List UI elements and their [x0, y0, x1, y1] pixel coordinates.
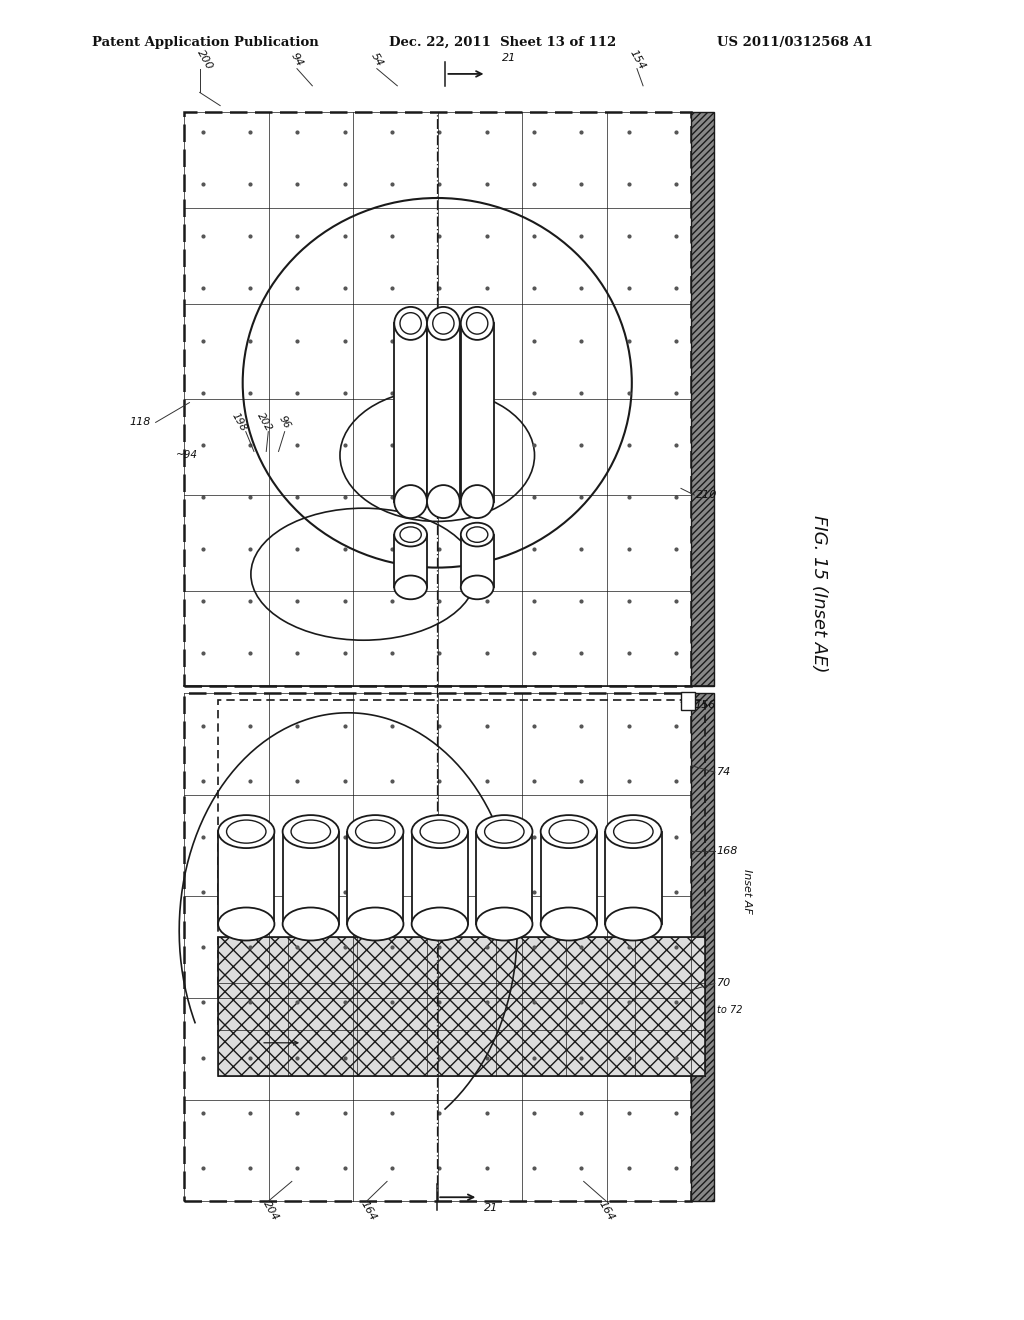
Ellipse shape [476, 908, 532, 940]
Text: 156: 156 [694, 700, 716, 710]
Ellipse shape [291, 820, 331, 843]
Ellipse shape [412, 814, 468, 849]
Bar [412, 832, 468, 924]
Bar [427, 323, 460, 502]
Ellipse shape [605, 908, 662, 940]
Ellipse shape [412, 908, 468, 940]
Bar [184, 112, 691, 686]
Bar [347, 832, 403, 924]
Ellipse shape [394, 486, 427, 519]
Ellipse shape [467, 313, 487, 334]
Text: 168: 168 [717, 846, 738, 857]
Bar [394, 535, 427, 587]
Text: US 2011/0312568 A1: US 2011/0312568 A1 [717, 36, 872, 49]
Text: 21: 21 [502, 53, 516, 63]
Text: Patent Application Publication: Patent Application Publication [92, 36, 318, 49]
Ellipse shape [400, 527, 421, 543]
Ellipse shape [461, 576, 494, 599]
Ellipse shape [541, 814, 597, 849]
Ellipse shape [394, 306, 427, 339]
Text: to 72: to 72 [717, 1005, 742, 1015]
Text: 154: 154 [628, 48, 646, 71]
Text: 118: 118 [129, 417, 151, 428]
Text: 200: 200 [196, 48, 214, 71]
Text: FIG. 15 (Inset AE): FIG. 15 (Inset AE) [810, 515, 828, 673]
Ellipse shape [476, 814, 532, 849]
Ellipse shape [420, 820, 460, 843]
Ellipse shape [427, 306, 460, 339]
Text: Inset AF: Inset AF [742, 869, 753, 913]
Text: ~90: ~90 [429, 412, 447, 420]
Bar [218, 700, 705, 1036]
Ellipse shape [218, 814, 274, 849]
Bar [691, 112, 714, 686]
Ellipse shape [613, 820, 653, 843]
Text: 21: 21 [484, 1203, 499, 1213]
Ellipse shape [283, 908, 339, 940]
Text: 198: 198 [229, 412, 248, 433]
Bar [605, 832, 662, 924]
Bar [283, 832, 339, 924]
Ellipse shape [355, 820, 395, 843]
Bar [461, 323, 494, 502]
Ellipse shape [394, 523, 427, 546]
Ellipse shape [433, 313, 454, 334]
Ellipse shape [541, 908, 597, 940]
Text: 70: 70 [717, 978, 731, 989]
Ellipse shape [347, 908, 403, 940]
Bar [691, 693, 714, 1201]
Ellipse shape [347, 814, 403, 849]
Bar [541, 832, 597, 924]
Text: 96: 96 [278, 414, 292, 430]
Text: ~90: ~90 [462, 412, 480, 420]
Text: 74: 74 [717, 767, 731, 777]
Ellipse shape [549, 820, 589, 843]
Bar [184, 693, 691, 1201]
Text: 92: 92 [433, 351, 447, 362]
Text: ~90: ~90 [395, 412, 414, 420]
Bar [476, 832, 532, 924]
Bar [681, 692, 695, 710]
Ellipse shape [605, 814, 662, 849]
Text: 202: 202 [255, 412, 273, 433]
Ellipse shape [427, 486, 460, 519]
Ellipse shape [283, 814, 339, 849]
Text: 204: 204 [262, 1199, 281, 1222]
Text: 94: 94 [289, 50, 305, 69]
Text: 54: 54 [369, 50, 385, 69]
Ellipse shape [226, 820, 266, 843]
Ellipse shape [467, 527, 487, 543]
Text: Dec. 22, 2011  Sheet 13 of 112: Dec. 22, 2011 Sheet 13 of 112 [389, 36, 616, 49]
Text: 210: 210 [696, 490, 718, 500]
Bar [394, 323, 427, 502]
Ellipse shape [461, 486, 494, 519]
Ellipse shape [400, 313, 421, 334]
Text: ~94: ~94 [176, 450, 198, 461]
Text: 164: 164 [359, 1199, 378, 1222]
Ellipse shape [218, 908, 274, 940]
Text: 164: 164 [597, 1199, 615, 1222]
Bar [461, 535, 494, 587]
Bar [218, 937, 705, 1076]
Bar [218, 832, 274, 924]
Ellipse shape [461, 306, 494, 339]
Ellipse shape [484, 820, 524, 843]
Ellipse shape [461, 523, 494, 546]
Ellipse shape [394, 576, 427, 599]
